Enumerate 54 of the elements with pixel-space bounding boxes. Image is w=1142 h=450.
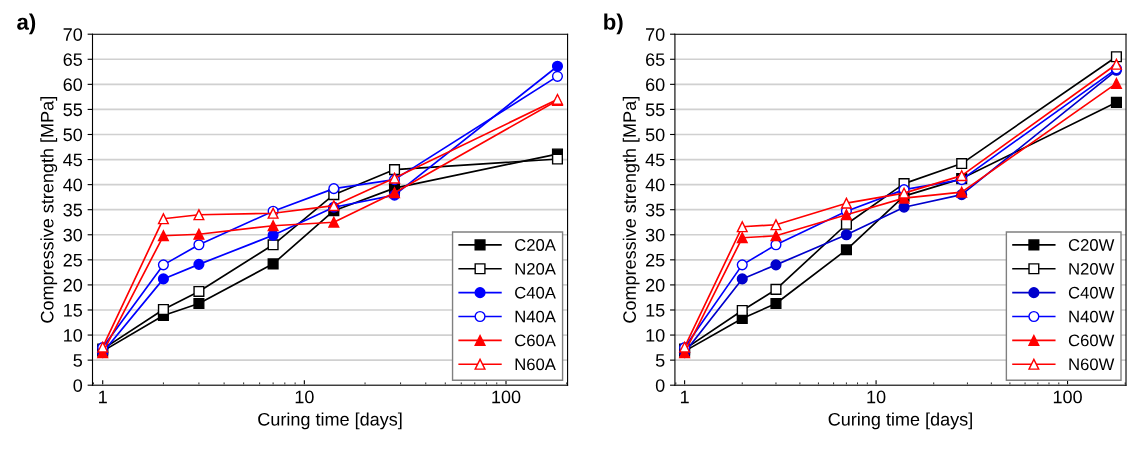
y-tick-label: 10 [646, 328, 665, 342]
x-tick-label: 1 [99, 390, 107, 404]
legend-label: N20W [1069, 262, 1115, 275]
x-tick-label: 10 [295, 390, 314, 404]
y-axis-title: Compressive strength [MPa] [40, 97, 58, 323]
y-tick-label: 55 [645, 103, 665, 117]
y-tick-label: 25 [646, 253, 665, 267]
y-tick-label: 65 [646, 53, 665, 66]
legend-label: N20A [515, 262, 556, 275]
legend-label: C20W [1068, 239, 1115, 251]
y-tick-label: 30 [645, 228, 665, 242]
legend-label: C40A [515, 286, 556, 299]
legend-label: C20A [515, 239, 556, 251]
y-tick-label: 35 [645, 203, 665, 217]
legend-label: N60A [515, 358, 556, 371]
y-tick-label: 0 [73, 379, 83, 392]
y-axis-title: Compressive strength [MPa] [622, 97, 640, 323]
chart-title: b) [604, 13, 623, 35]
y-tick-label: 60 [63, 78, 83, 92]
y-tick-label: 5 [655, 354, 665, 367]
y-tick-label: 40 [63, 178, 83, 192]
legend-label: N40A [515, 310, 556, 323]
y-tick-label: 35 [63, 203, 83, 217]
y-tick-label: 25 [63, 253, 83, 267]
y-tick-label: 45 [63, 153, 83, 167]
y-tick-label: 60 [646, 78, 665, 92]
y-tick-label: 40 [645, 178, 665, 192]
y-tick-label: 5 [73, 354, 83, 367]
y-tick-label: 15 [646, 304, 665, 317]
legend-label: N60W [1069, 358, 1115, 371]
y-tick-label: 15 [64, 304, 83, 317]
legend-label: C60A [515, 334, 556, 347]
x-tick-label: 10 [867, 390, 886, 404]
chart-title: a) [17, 13, 36, 35]
x-tick-label: 1 [680, 390, 689, 404]
y-tick-label: 55 [63, 103, 83, 117]
legend-label: N40W [1069, 310, 1115, 323]
y-tick-label: 30 [63, 228, 83, 242]
y-tick-label: 70 [63, 28, 83, 41]
y-tick-label: 10 [64, 328, 83, 342]
x-tick-label: 100 [1053, 390, 1082, 404]
y-tick-label: 50 [645, 128, 665, 142]
y-tick-label: 65 [63, 53, 83, 66]
y-tick-label: 45 [645, 153, 665, 167]
legend-label: C60W [1068, 334, 1115, 347]
y-tick-label: 50 [63, 128, 83, 142]
y-tick-label: 70 [646, 28, 665, 41]
x-axis-title: Curing time [days] [828, 412, 972, 430]
y-tick-label: 20 [63, 278, 83, 292]
x-axis-title: Curing time [days] [258, 412, 402, 430]
y-tick-label: 0 [655, 379, 665, 392]
legend-label: C40W [1068, 286, 1115, 299]
y-tick-label: 20 [646, 278, 665, 292]
x-tick-label: 100 [492, 390, 521, 404]
